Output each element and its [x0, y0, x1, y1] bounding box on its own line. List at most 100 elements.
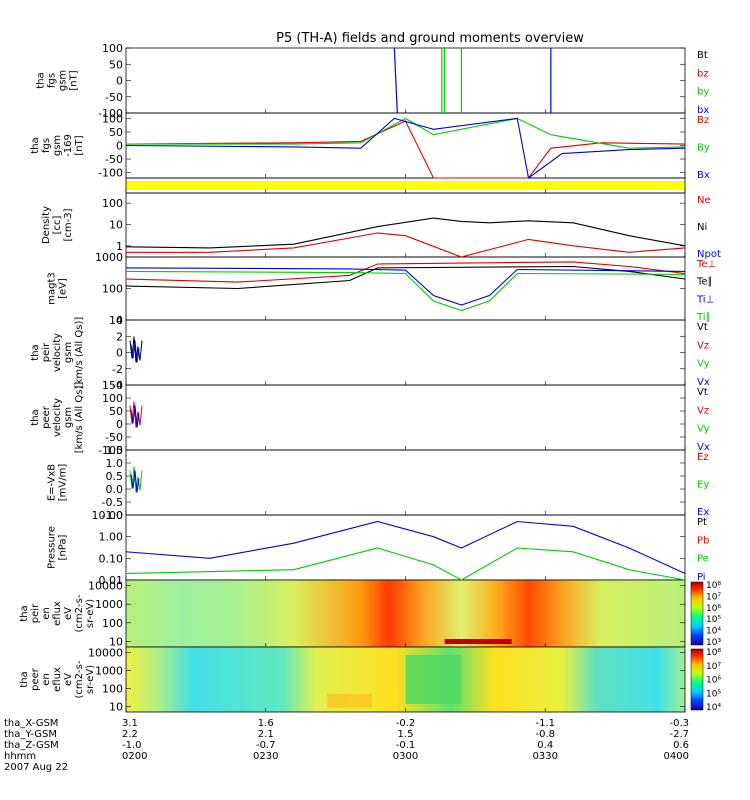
panel-frame: [125, 514, 686, 581]
panel-peir: 4 2 0 -2 -4 tha peir velocity gsm [km/s (All Qs)]…: [30, 314, 710, 392]
colorbar-label: 10⁸: [706, 648, 721, 658]
series-velocity-burst: [129, 401, 143, 428]
y-tick-label: 1.5: [106, 444, 124, 457]
panel-efield: 1.51.00.50.0-0.5-1.0 E=-VxB [mV/m] Ez Ey Ex: [47, 444, 710, 522]
y-tick-label: -50: [105, 431, 123, 444]
y-axis-label: -169: [63, 134, 74, 157]
legend-entry: Te⊥: [696, 259, 716, 270]
y-axis-label: tha: [30, 344, 41, 360]
legend-entry: Pe: [697, 554, 709, 565]
footer-value: 3.1: [122, 718, 138, 729]
footer-value: 0330: [533, 751, 558, 762]
y-axis-label: eflux: [52, 601, 63, 626]
y-tick-label: -50: [105, 91, 123, 104]
y-axis-label: (cm2-s-: [74, 660, 85, 698]
footer-row-label: tha_X-GSM: [4, 718, 58, 729]
y-axis-label: (cm2-s-: [74, 594, 85, 632]
y-tick-label: 0: [116, 75, 123, 88]
footer-row-label: tha_Z-GSM: [4, 740, 59, 751]
footer-value: -1.1: [535, 718, 555, 729]
colorbar-label: 10⁴: [706, 703, 721, 713]
series-bx: [125, 117, 686, 179]
legend-entry: bx: [697, 105, 709, 116]
series-ne: [126, 232, 686, 258]
y-axis-label: velocity: [52, 333, 63, 372]
footer-value: -0.8: [535, 729, 555, 740]
y-tick-label: 10000: [88, 646, 123, 659]
series-velocity-burst: [129, 466, 143, 493]
legend-entry: Ne: [697, 195, 711, 206]
footer-value: 0.6: [673, 740, 689, 751]
footer-value: -1.0: [122, 740, 142, 751]
footer-value: 1.6: [258, 718, 274, 729]
y-axis-label: [km/s (All Qs)]: [74, 382, 85, 454]
legend-entry: Ni: [697, 222, 707, 233]
y-tick-label: -100: [98, 107, 123, 120]
panel-frame: [125, 112, 686, 179]
y-axis-label: gsm: [63, 342, 74, 363]
y-tick-label: 1.00: [99, 531, 124, 544]
y-tick-label: 1: [116, 240, 123, 253]
y-axis-label: velocity: [52, 398, 63, 437]
spectrogram-feature: [327, 694, 372, 708]
y-axis-label: [mV/m]: [58, 464, 69, 502]
series-velocity-burst: [129, 336, 143, 363]
series-velocity-burst: [130, 470, 140, 493]
series-velocity-burst: [130, 405, 140, 428]
y-axis-label: en: [41, 673, 52, 686]
footer-value: -0.7: [256, 740, 276, 751]
y-axis-label: peir: [41, 342, 52, 362]
panel-temp: 1000 100 10 magt3 [eV] Te⊥ Te∥ Ti⊥ Ti∥: [47, 251, 717, 327]
series-pi: [125, 520, 686, 575]
footer-value: 0300: [393, 751, 418, 762]
legend-entry: Ti⊥: [696, 294, 714, 305]
legend-entry: By: [697, 143, 710, 154]
series-pe: [125, 547, 686, 581]
legend-entry: Te∥: [696, 277, 713, 288]
y-axis-label: eV: [63, 607, 74, 620]
series-te-perp: [125, 261, 686, 283]
legend-entry: Pt: [697, 517, 707, 528]
footer-row-label: tha_Y-GSM: [4, 729, 57, 740]
legend-entry: Vz: [697, 405, 709, 416]
legend-entry: Bt: [697, 50, 708, 61]
legend-entry: Vt: [697, 322, 708, 333]
y-tick-label: 10: [109, 314, 123, 327]
y-axis-label: [km/s (All Qs)]: [74, 317, 85, 389]
series-bz: [125, 120, 686, 179]
y-tick-label: -0.5: [102, 496, 123, 509]
y-tick-label: 0.01: [99, 574, 124, 587]
y-tick-label: -1.0: [102, 509, 123, 522]
colorbar: [690, 648, 704, 711]
y-axis-label: tha: [36, 72, 47, 88]
panel-fgs: 100 50 0 -50 -100 tha fgs gsm [nT] Bt bz by bx: [36, 42, 710, 120]
y-axis-label: tha: [19, 671, 30, 687]
y-tick-label: 100: [102, 197, 123, 210]
footer-value: 1.5: [398, 729, 414, 740]
footer-value: 2.1: [258, 729, 274, 740]
y-axis-label: peer: [30, 667, 41, 691]
y-axis-label: [nT]: [74, 135, 85, 155]
y-axis-label: fgs: [47, 73, 58, 88]
spectrogram-feature: [444, 639, 512, 644]
footer-value: -2.7: [669, 729, 689, 740]
y-tick-label: 10000: [88, 580, 123, 593]
legend-entry: Ez: [697, 452, 709, 463]
footer-row-label: hhmm: [4, 751, 36, 762]
y-tick-label: 4: [116, 314, 123, 327]
legend-entry: Vz: [697, 340, 709, 351]
y-tick-label: -50: [105, 153, 123, 166]
legend-entry: Pi: [697, 572, 706, 583]
series-te-para: [125, 265, 686, 290]
colorbar-label: 10⁴: [706, 627, 721, 637]
legend-entry: bz: [697, 68, 709, 79]
colorbar-label: 10³: [706, 638, 721, 648]
y-tick-label: 0.0: [106, 483, 124, 496]
colorbar-label: 10⁷: [706, 592, 721, 602]
y-tick-label: 0: [116, 140, 123, 153]
footer-value: 2.2: [122, 729, 138, 740]
spectrogram-image: [126, 580, 685, 647]
